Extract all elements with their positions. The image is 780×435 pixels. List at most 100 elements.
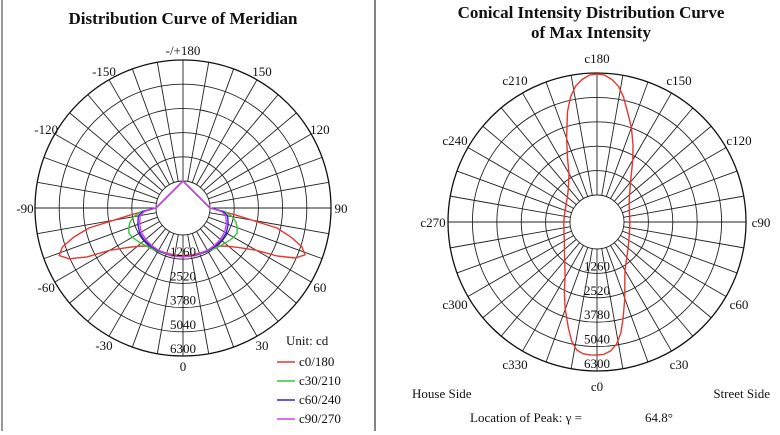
angle-label: c120 bbox=[726, 133, 751, 148]
spoke-line bbox=[208, 156, 323, 200]
conical-chart: Conical Intensity Distribution Curve of … bbox=[412, 3, 770, 425]
radial-ring bbox=[131, 156, 235, 260]
spoke-line bbox=[196, 231, 258, 337]
series-curve bbox=[58, 180, 306, 260]
radial-tick-label: 3780 bbox=[170, 293, 196, 308]
angle-label: -150 bbox=[92, 64, 116, 79]
spoke-line bbox=[601, 248, 624, 369]
angle-label: -/+180 bbox=[166, 43, 201, 58]
spoke-line bbox=[69, 112, 163, 191]
spoke-line bbox=[54, 133, 160, 195]
radial-tick-label: 3780 bbox=[584, 307, 610, 322]
radial-ring bbox=[82, 107, 284, 309]
angle-label: 90 bbox=[335, 201, 348, 216]
angle-label: c330 bbox=[502, 357, 527, 372]
spoke-line bbox=[610, 92, 672, 199]
angle-label: c270 bbox=[420, 215, 445, 230]
radial-ring bbox=[107, 132, 259, 284]
spoke-line bbox=[87, 94, 166, 188]
angle-label: 30 bbox=[256, 338, 269, 353]
angle-label: -120 bbox=[34, 122, 58, 137]
spoke-line bbox=[87, 228, 166, 322]
legend-entry: c0/180 bbox=[299, 354, 334, 369]
spoke-line bbox=[187, 62, 210, 182]
spoke-line bbox=[482, 239, 577, 319]
spoke-line bbox=[206, 133, 312, 195]
inner-ring bbox=[155, 180, 211, 236]
spoke-line bbox=[614, 107, 694, 202]
radial-tick-label: 2520 bbox=[170, 268, 196, 283]
spoke-line bbox=[620, 147, 727, 209]
spoke-line bbox=[467, 147, 574, 209]
radial-tick-label: 6300 bbox=[170, 341, 196, 356]
angle-label: c60 bbox=[730, 297, 749, 312]
conical-labels: 1260 2520 3780 5040 6300 c0 c30 c60 c90 c120 c150 c… bbox=[420, 51, 770, 394]
spoke-line bbox=[605, 81, 649, 197]
spoke-line bbox=[108, 231, 170, 337]
angle-label: c90 bbox=[752, 215, 771, 230]
radial-ring bbox=[520, 145, 674, 299]
angle-label: 150 bbox=[252, 64, 272, 79]
spoke-line bbox=[622, 230, 738, 274]
radial-ring bbox=[545, 170, 649, 274]
spoke-line bbox=[450, 195, 571, 218]
meridian-polar-grid bbox=[34, 59, 332, 357]
peak-location-label: Location of Peak: γ = bbox=[470, 410, 582, 425]
spoke-line bbox=[500, 107, 580, 202]
angle-label: c240 bbox=[442, 133, 467, 148]
series-curve bbox=[138, 180, 228, 258]
angle-label: c300 bbox=[442, 297, 467, 312]
house-side-label: House Side bbox=[412, 386, 472, 401]
spoke-line bbox=[620, 235, 727, 297]
spoke-line bbox=[622, 170, 738, 214]
spoke-line bbox=[456, 170, 572, 214]
radial-tick-label: 1260 bbox=[170, 244, 196, 259]
spoke-line bbox=[617, 125, 712, 205]
spoke-line bbox=[131, 68, 175, 183]
conical-polar-grid bbox=[447, 72, 747, 372]
radial-tick-label: 2520 bbox=[584, 283, 610, 298]
spoke-line bbox=[69, 225, 163, 304]
spoke-line bbox=[623, 195, 744, 218]
meridian-title: Distribution Curve of Meridian bbox=[68, 9, 298, 28]
angle-label: c30 bbox=[670, 357, 689, 372]
radial-ring bbox=[447, 72, 747, 372]
spoke-line bbox=[450, 226, 571, 249]
spoke-line bbox=[209, 181, 329, 204]
angle-label: 0 bbox=[180, 359, 187, 374]
angle-label: c210 bbox=[502, 73, 527, 88]
spoke-line bbox=[203, 225, 297, 304]
conical-title-line2: of Max Intensity bbox=[531, 23, 651, 42]
angle-label: -60 bbox=[37, 280, 54, 295]
spoke-line bbox=[623, 226, 744, 249]
spoke-line bbox=[131, 233, 175, 348]
series-curve bbox=[563, 73, 634, 356]
peak-location-value: 64.8° bbox=[645, 410, 673, 425]
spoke-line bbox=[570, 75, 593, 196]
legend: c0/180 c30/210 c60/240 c90/270 bbox=[277, 354, 341, 426]
radial-tick-label: 1260 bbox=[584, 258, 610, 273]
legend-entry: c30/210 bbox=[299, 373, 341, 388]
angle-label: -90 bbox=[16, 201, 33, 216]
angle-label: c180 bbox=[584, 51, 609, 66]
spoke-line bbox=[209, 212, 329, 235]
spoke-line bbox=[545, 247, 589, 363]
spoke-line bbox=[200, 228, 279, 322]
spoke-line bbox=[156, 62, 179, 182]
radial-tick-label: 5040 bbox=[170, 317, 196, 332]
spoke-line bbox=[610, 245, 672, 352]
inner-ring bbox=[569, 194, 625, 250]
angle-label: c150 bbox=[666, 73, 691, 88]
spoke-line bbox=[43, 156, 158, 200]
spoke-line bbox=[203, 112, 297, 191]
radial-tick-label: 6300 bbox=[584, 356, 610, 371]
meridian-series bbox=[58, 180, 306, 260]
spoke-line bbox=[605, 247, 649, 363]
meridian-chart: Distribution Curve of Meridian 1260 2520 3… bbox=[16, 9, 347, 426]
spoke-line bbox=[467, 235, 574, 297]
spoke-line bbox=[617, 239, 712, 319]
spoke-line bbox=[500, 242, 580, 337]
angle-label: c0 bbox=[591, 379, 603, 394]
